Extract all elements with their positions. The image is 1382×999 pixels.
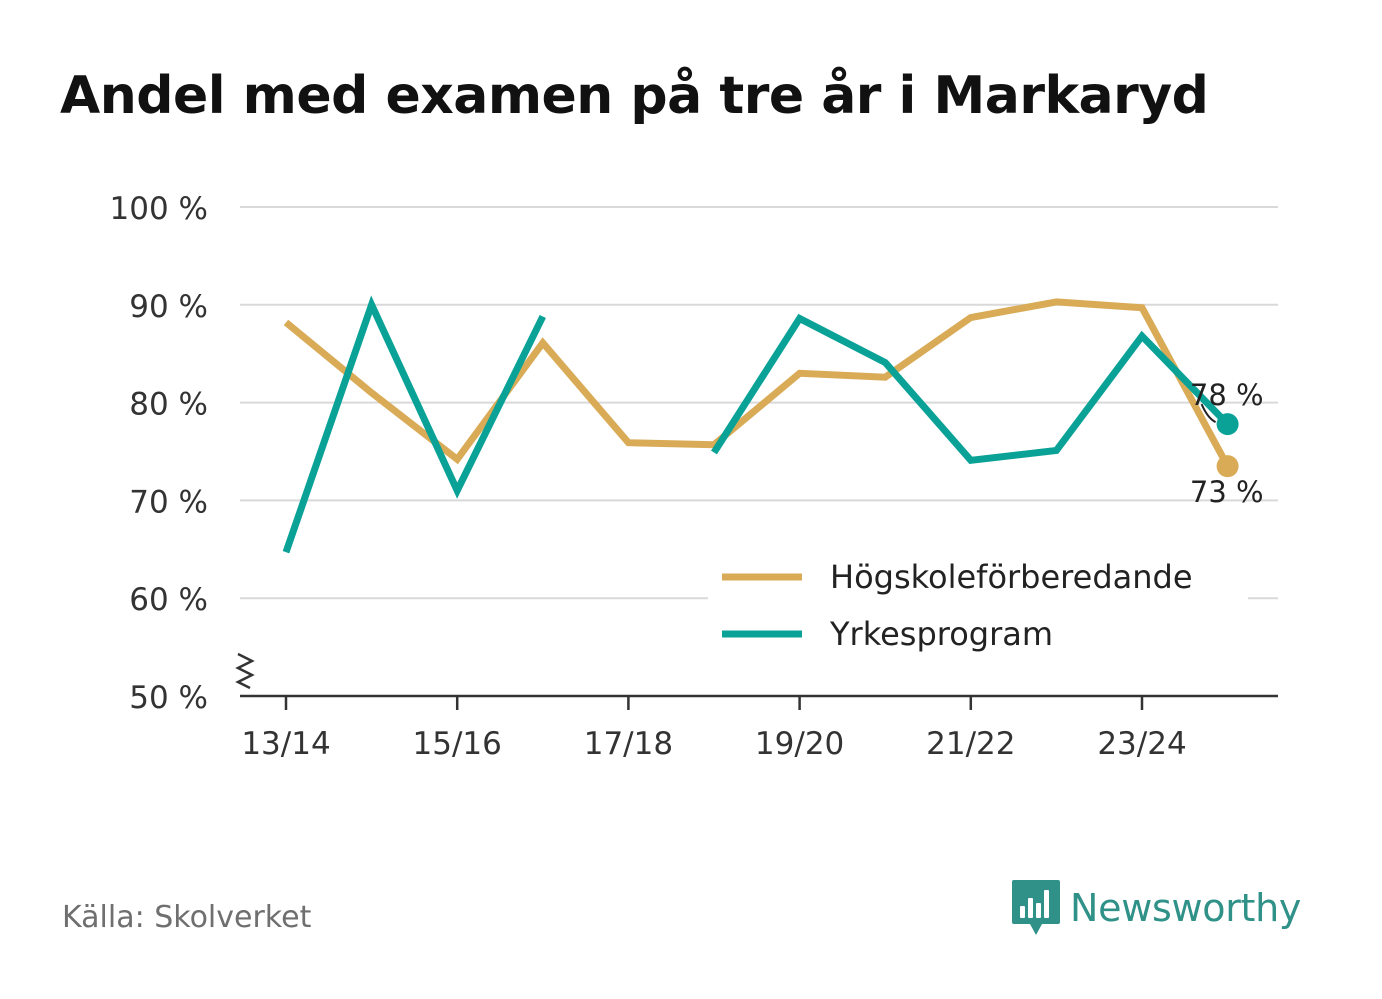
- source-note: Källa: Skolverket: [62, 900, 312, 935]
- x-tick-label-13/14: 13/14: [241, 726, 330, 762]
- y-tick-label-90: 90 %: [129, 289, 208, 325]
- legend-label-0: Högskoleförberedande: [830, 558, 1193, 596]
- chart-title: Andel med examen på tre år i Markaryd: [60, 66, 1209, 126]
- x-tick-label-23/24: 23/24: [1097, 726, 1186, 762]
- brand-logo: Newsworthy: [1010, 878, 1301, 938]
- x-tick-label-21/22: 21/22: [926, 726, 1015, 762]
- y-tick-label-70: 70 %: [129, 484, 208, 520]
- data-point-0-24/25: [1216, 455, 1239, 478]
- y-tick-label-80: 80 %: [129, 387, 208, 423]
- x-tick-label-19/20: 19/20: [755, 726, 844, 762]
- legend-background: [708, 546, 1248, 662]
- x-tick-label-15/16: 15/16: [413, 726, 502, 762]
- legend-label-1: Yrkesprogram: [829, 615, 1053, 653]
- end-label-0: 73 %: [1190, 475, 1264, 509]
- y-tick-label-60: 60 %: [129, 582, 208, 618]
- legend: Högskoleförberedande Yrkesprogram: [708, 546, 1248, 662]
- series-line-1-segment-1: [711, 313, 1231, 464]
- x-axis: [235, 652, 1278, 698]
- grid-lines: [240, 206, 1278, 600]
- brand-name: Newsworthy: [1070, 886, 1302, 930]
- axis-break-icon: [235, 652, 255, 690]
- newsworthy-logo-icon: [1012, 880, 1060, 935]
- line-chart: 50 % 60 % 70 % 80 % 90 % 100 % 13/14 15/16 17/1…: [110, 191, 1278, 762]
- end-label-1: 78 %: [1190, 378, 1264, 412]
- end-labels: 78 % 73 %: [1190, 378, 1264, 509]
- y-tick-label-100: 100 %: [110, 191, 208, 227]
- series-line-0-segment-0: [283, 298, 1231, 468]
- series-line-1-segment-0: [282, 295, 546, 554]
- x-tick-label-17/18: 17/18: [584, 726, 673, 762]
- data-point-1-24/25: [1216, 413, 1239, 436]
- x-axis-ticks: 13/14 15/16 17/18 19/20 21/22 23/24: [241, 696, 1187, 762]
- y-axis-ticks: 50 % 60 % 70 % 80 % 90 % 100 %: [110, 191, 208, 716]
- y-tick-label-50: 50 %: [129, 680, 208, 716]
- end-label-leader-1: [1200, 403, 1217, 424]
- series-lines: [282, 295, 1239, 554]
